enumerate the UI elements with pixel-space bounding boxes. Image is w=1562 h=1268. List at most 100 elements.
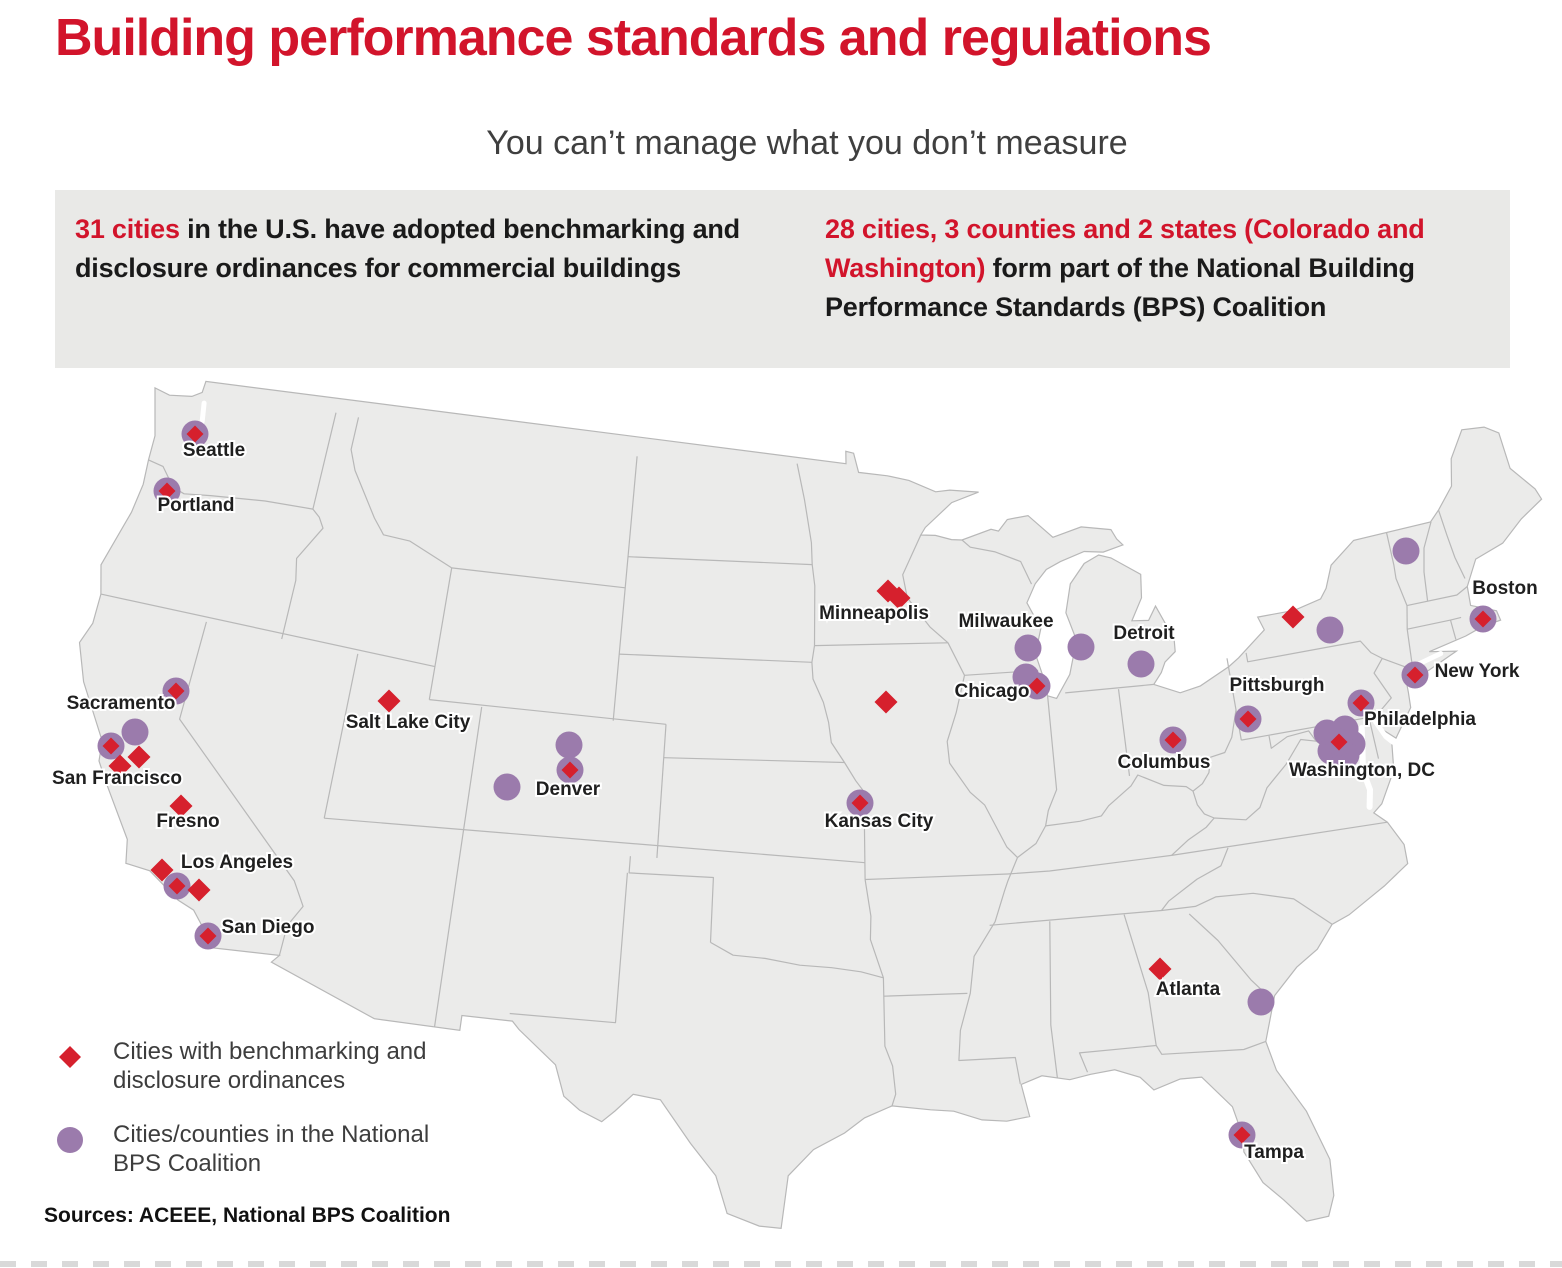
state-border <box>179 621 304 956</box>
city-label-denver: Denver <box>536 779 601 800</box>
city-label-salt-lake-city: Salt Lake City <box>346 712 471 733</box>
state-border <box>451 567 626 589</box>
state-border <box>989 909 1162 926</box>
coalition-circle-marker-savannah <box>1247 988 1275 1016</box>
city-label-minneapolis: Minneapolis <box>819 603 929 624</box>
diamond-marker-icon <box>55 1038 113 1072</box>
state-border <box>1007 854 1172 875</box>
state-border <box>627 556 813 566</box>
city-label-washington-dc: Washington, DC <box>1289 760 1435 781</box>
benchmarking-diamond-marker-la-east <box>187 878 211 902</box>
city-label-san-diego: San Diego <box>222 917 315 938</box>
sources-note: Sources: ACEEE, National BPS Coalition <box>44 1204 451 1227</box>
benchmarking-diamond-marker-philadelphia <box>1352 694 1370 712</box>
benchmarking-diamond-marker-peninsula <box>108 754 132 778</box>
city-label-san-francisco: San Francisco <box>52 768 182 789</box>
benchmarking-diamond-marker-tampa <box>1233 1126 1251 1144</box>
state-border <box>1161 892 1333 925</box>
state-border <box>1407 586 1468 606</box>
city-label-columbus: Columbus <box>1118 752 1211 773</box>
city-label-kansas-city: Kansas City <box>825 811 934 832</box>
state-border <box>148 459 314 510</box>
coalition-circle-marker-colorado-west <box>493 773 521 801</box>
state-border <box>1045 709 1237 827</box>
state-border <box>1368 717 1380 759</box>
state-border <box>628 856 714 943</box>
state-border <box>1065 683 1154 694</box>
coalition-circle-marker-milwaukee <box>1014 634 1042 662</box>
state-border <box>1449 619 1457 640</box>
state-border <box>1155 1040 1267 1055</box>
benchmarking-diamond-marker-upstate-ny <box>1281 605 1305 629</box>
coalition-circle-marker-michigan-west <box>1067 633 1095 661</box>
benchmarking-diamond-marker-atlanta <box>1148 957 1172 981</box>
city-label-los-angeles: Los Angeles <box>181 852 293 873</box>
city-label-tampa: Tampa <box>1244 1142 1304 1163</box>
callout-band: 31 cities in the U.S. have adopted bench… <box>55 190 1510 368</box>
state-border <box>509 872 628 1024</box>
state-border <box>612 456 638 721</box>
city-label-milwaukee: Milwaukee <box>958 611 1053 632</box>
state-border <box>1214 738 1317 821</box>
state-border <box>663 757 845 764</box>
benchmarking-diamond-marker-iowa <box>874 690 898 714</box>
callout-left-highlight: 31 cities <box>75 214 180 244</box>
city-label-boston: Boston <box>1472 578 1537 599</box>
coalition-circle-marker-detroit <box>1127 650 1155 678</box>
state-border <box>656 724 667 858</box>
bottom-decoration-strip <box>0 1261 1562 1267</box>
state-border <box>1188 913 1269 997</box>
benchmarking-diamond-marker-washington-dc <box>1330 733 1348 751</box>
state-border <box>100 593 436 668</box>
state-border <box>961 539 1033 585</box>
state-border <box>1117 689 1131 776</box>
state-border <box>1171 821 1388 856</box>
city-label-new-york: New York <box>1435 661 1520 682</box>
state-border <box>1049 921 1058 1079</box>
map-legend: Cities with benchmarking and disclosure … <box>55 1038 475 1204</box>
state-border <box>1385 532 1413 665</box>
benchmarking-diamond-marker-chicago <box>1028 677 1046 695</box>
benchmarking-diamond-marker-portland <box>158 482 176 500</box>
page-title: Building performance standards and regul… <box>55 9 1212 67</box>
state-border <box>281 412 337 640</box>
city-label-fresno: Fresno <box>156 811 219 832</box>
benchmarking-diamond-marker-seattle <box>186 425 204 443</box>
state-border <box>433 706 483 1028</box>
coalition-circle-marker-colorado-north <box>555 731 583 759</box>
state-border <box>619 653 812 663</box>
state-border <box>324 817 865 864</box>
state-border <box>428 567 453 700</box>
state-border <box>1423 521 1432 602</box>
city-label-sacramento: Sacramento <box>67 693 176 714</box>
city-label-pittsburgh: Pittsburgh <box>1230 675 1325 696</box>
coalition-circle-marker-east-bay <box>121 718 149 746</box>
city-label-seattle: Seattle <box>183 440 245 461</box>
city-label-portland: Portland <box>157 495 234 516</box>
city-label-philadelphia: Philadelphia <box>1364 709 1476 730</box>
callout-bps-coalition: 28 cities, 3 counties and 2 states (Colo… <box>825 210 1525 327</box>
callout-left-rest: in the U.S. have adopted benchmarking an… <box>75 214 740 283</box>
us-map-outline <box>78 380 1543 1230</box>
city-label-detroit: Detroit <box>1113 623 1175 644</box>
state-border <box>865 873 1008 881</box>
callout-benchmarking: 31 cities in the U.S. have adopted bench… <box>75 210 765 288</box>
benchmarking-diamond-marker-st-paul <box>887 586 911 610</box>
state-border <box>429 699 667 725</box>
state-border <box>710 941 897 1107</box>
benchmarking-diamond-marker-salt-lake-city <box>377 689 401 713</box>
legend-row-benchmarking: Cities with benchmarking and disclosure … <box>55 1038 475 1095</box>
benchmarking-diamond-marker-la-west <box>150 858 174 882</box>
state-border <box>883 992 968 997</box>
state-border <box>796 463 816 646</box>
benchmarking-diamond-marker-sacramento <box>167 682 185 700</box>
benchmarking-diamond-marker-boston <box>1474 610 1492 628</box>
state-border <box>350 417 453 569</box>
benchmarking-diamond-marker-fresno <box>169 794 193 818</box>
benchmarking-diamond-marker-new-york <box>1406 666 1424 684</box>
benchmarking-diamond-marker-denver <box>561 761 579 779</box>
legend-label-coalition: Cities/counties in the National BPS Coal… <box>113 1121 430 1177</box>
state-border <box>902 534 1021 1085</box>
circle-marker-icon <box>55 1121 113 1155</box>
